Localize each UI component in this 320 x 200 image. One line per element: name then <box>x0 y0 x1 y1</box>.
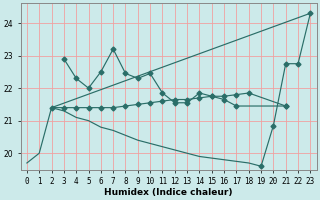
X-axis label: Humidex (Indice chaleur): Humidex (Indice chaleur) <box>104 188 233 197</box>
